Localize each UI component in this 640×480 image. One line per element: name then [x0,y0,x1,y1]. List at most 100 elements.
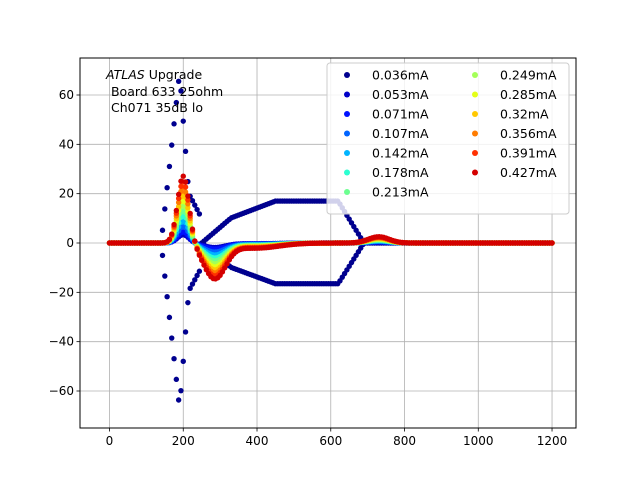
data-point [180,358,186,365]
y-tick-label: 60 [59,88,74,102]
data-point [162,273,168,279]
legend-entry: 0.053mA [344,87,429,102]
legend-marker [472,150,478,156]
data-point [201,262,207,268]
data-point [169,335,175,341]
data-point [196,211,203,217]
y-tick-label: 0 [66,236,74,250]
legend-entry: 0.142mA [344,146,429,161]
data-point [187,210,193,217]
data-point [182,184,189,190]
legend-entry: 0.427mA [472,165,557,180]
data-point [185,201,191,207]
legend-entry: 0.391mA [472,146,557,161]
x-tick-label: 600 [319,434,342,448]
data-point [178,183,184,190]
legend-label: 0.071mA [372,107,429,122]
data-point [178,88,184,94]
legend-box [326,62,570,215]
annotation-line-1: ATLAS Upgrade [105,67,202,82]
data-point [162,206,168,212]
data-point [187,285,193,292]
data-point [189,281,196,287]
data-point [178,178,184,184]
annotation-line-3: Ch071 35dB lo [107,100,203,115]
data-point [219,269,226,275]
data-point [192,238,198,244]
y-tick-label: −20 [49,285,74,299]
y-tick-label: 40 [59,137,74,151]
data-point [199,257,205,264]
legend-label: 0.178mA [372,165,429,180]
legend: 0.036mA 0.053mA 0.071mA 0.107mA 0.142mA 0.178… [326,62,570,215]
data-point [164,184,170,191]
data-point [173,99,180,106]
legend-label: 0.391mA [500,146,557,161]
data-point [224,261,230,267]
data-point [549,240,555,246]
data-point [182,179,189,185]
data-point [192,277,198,283]
data-point [189,198,196,204]
data-point [166,314,173,321]
legend-label: 0.285mA [500,87,557,102]
data-point [180,118,186,124]
y-tick-label: −40 [49,335,74,349]
data-point [171,221,177,228]
annotation-line-2: Board 633 25ohm [107,84,223,99]
data-point [169,231,175,237]
data-point [182,148,189,155]
data-point [171,355,177,362]
data-points [106,78,555,403]
legend-label: 0.107mA [372,126,429,141]
legend-marker [344,91,350,98]
legend-marker [472,111,478,117]
data-point [173,376,180,383]
x-tick-label: 200 [172,434,195,448]
annotation-upgrade: Upgrade [145,67,203,82]
data-point [164,294,170,300]
data-point [175,191,182,198]
legend-entry: 0.285mA [472,87,557,102]
legend-label: 0.356mA [500,126,557,141]
data-point [194,272,200,279]
legend-label: 0.142mA [372,146,429,161]
x-tick-label: 1200 [537,434,568,448]
data-point [203,266,209,273]
legend-marker [344,150,350,156]
data-point [185,299,191,306]
legend-marker [472,72,478,78]
legend-entry: 0.356mA [472,126,557,141]
data-point [222,265,228,271]
data-point [182,329,189,335]
data-point [173,207,180,214]
legend-marker [472,130,478,137]
legend-label: 0.427mA [500,165,557,180]
legend-entry: 0.071mA [344,107,429,122]
legend-marker [344,130,350,137]
legend-label: 0.32mA [500,107,549,122]
data-point [180,173,186,179]
legend-entry: 0.213mA [344,185,429,200]
x-tick-label: 1000 [463,434,494,448]
data-point [196,268,203,274]
data-point [185,197,191,203]
legend-entry: 0.32mA [472,107,549,122]
legend-entry: 0.036mA [344,68,429,83]
data-point [196,252,203,258]
series-0.427mA [106,173,555,282]
data-point [194,246,200,252]
axis-ticks: 0 200 400 600 800 1000 1200 −60 −40 −20 0 20 40 60 [49,88,568,448]
legend-marker [344,169,350,176]
data-point [159,227,166,233]
legend-label: 0.036mA [372,68,429,83]
y-tick-label: −60 [49,384,74,398]
annotation: ATLAS Upgrade Board 633 25ohm Ch071 35dB… [105,67,223,115]
data-point [178,387,184,394]
legend-marker [472,91,478,98]
legend-marker [344,72,350,78]
legend-marker [344,189,350,195]
data-point [185,193,191,199]
data-point [175,203,182,210]
